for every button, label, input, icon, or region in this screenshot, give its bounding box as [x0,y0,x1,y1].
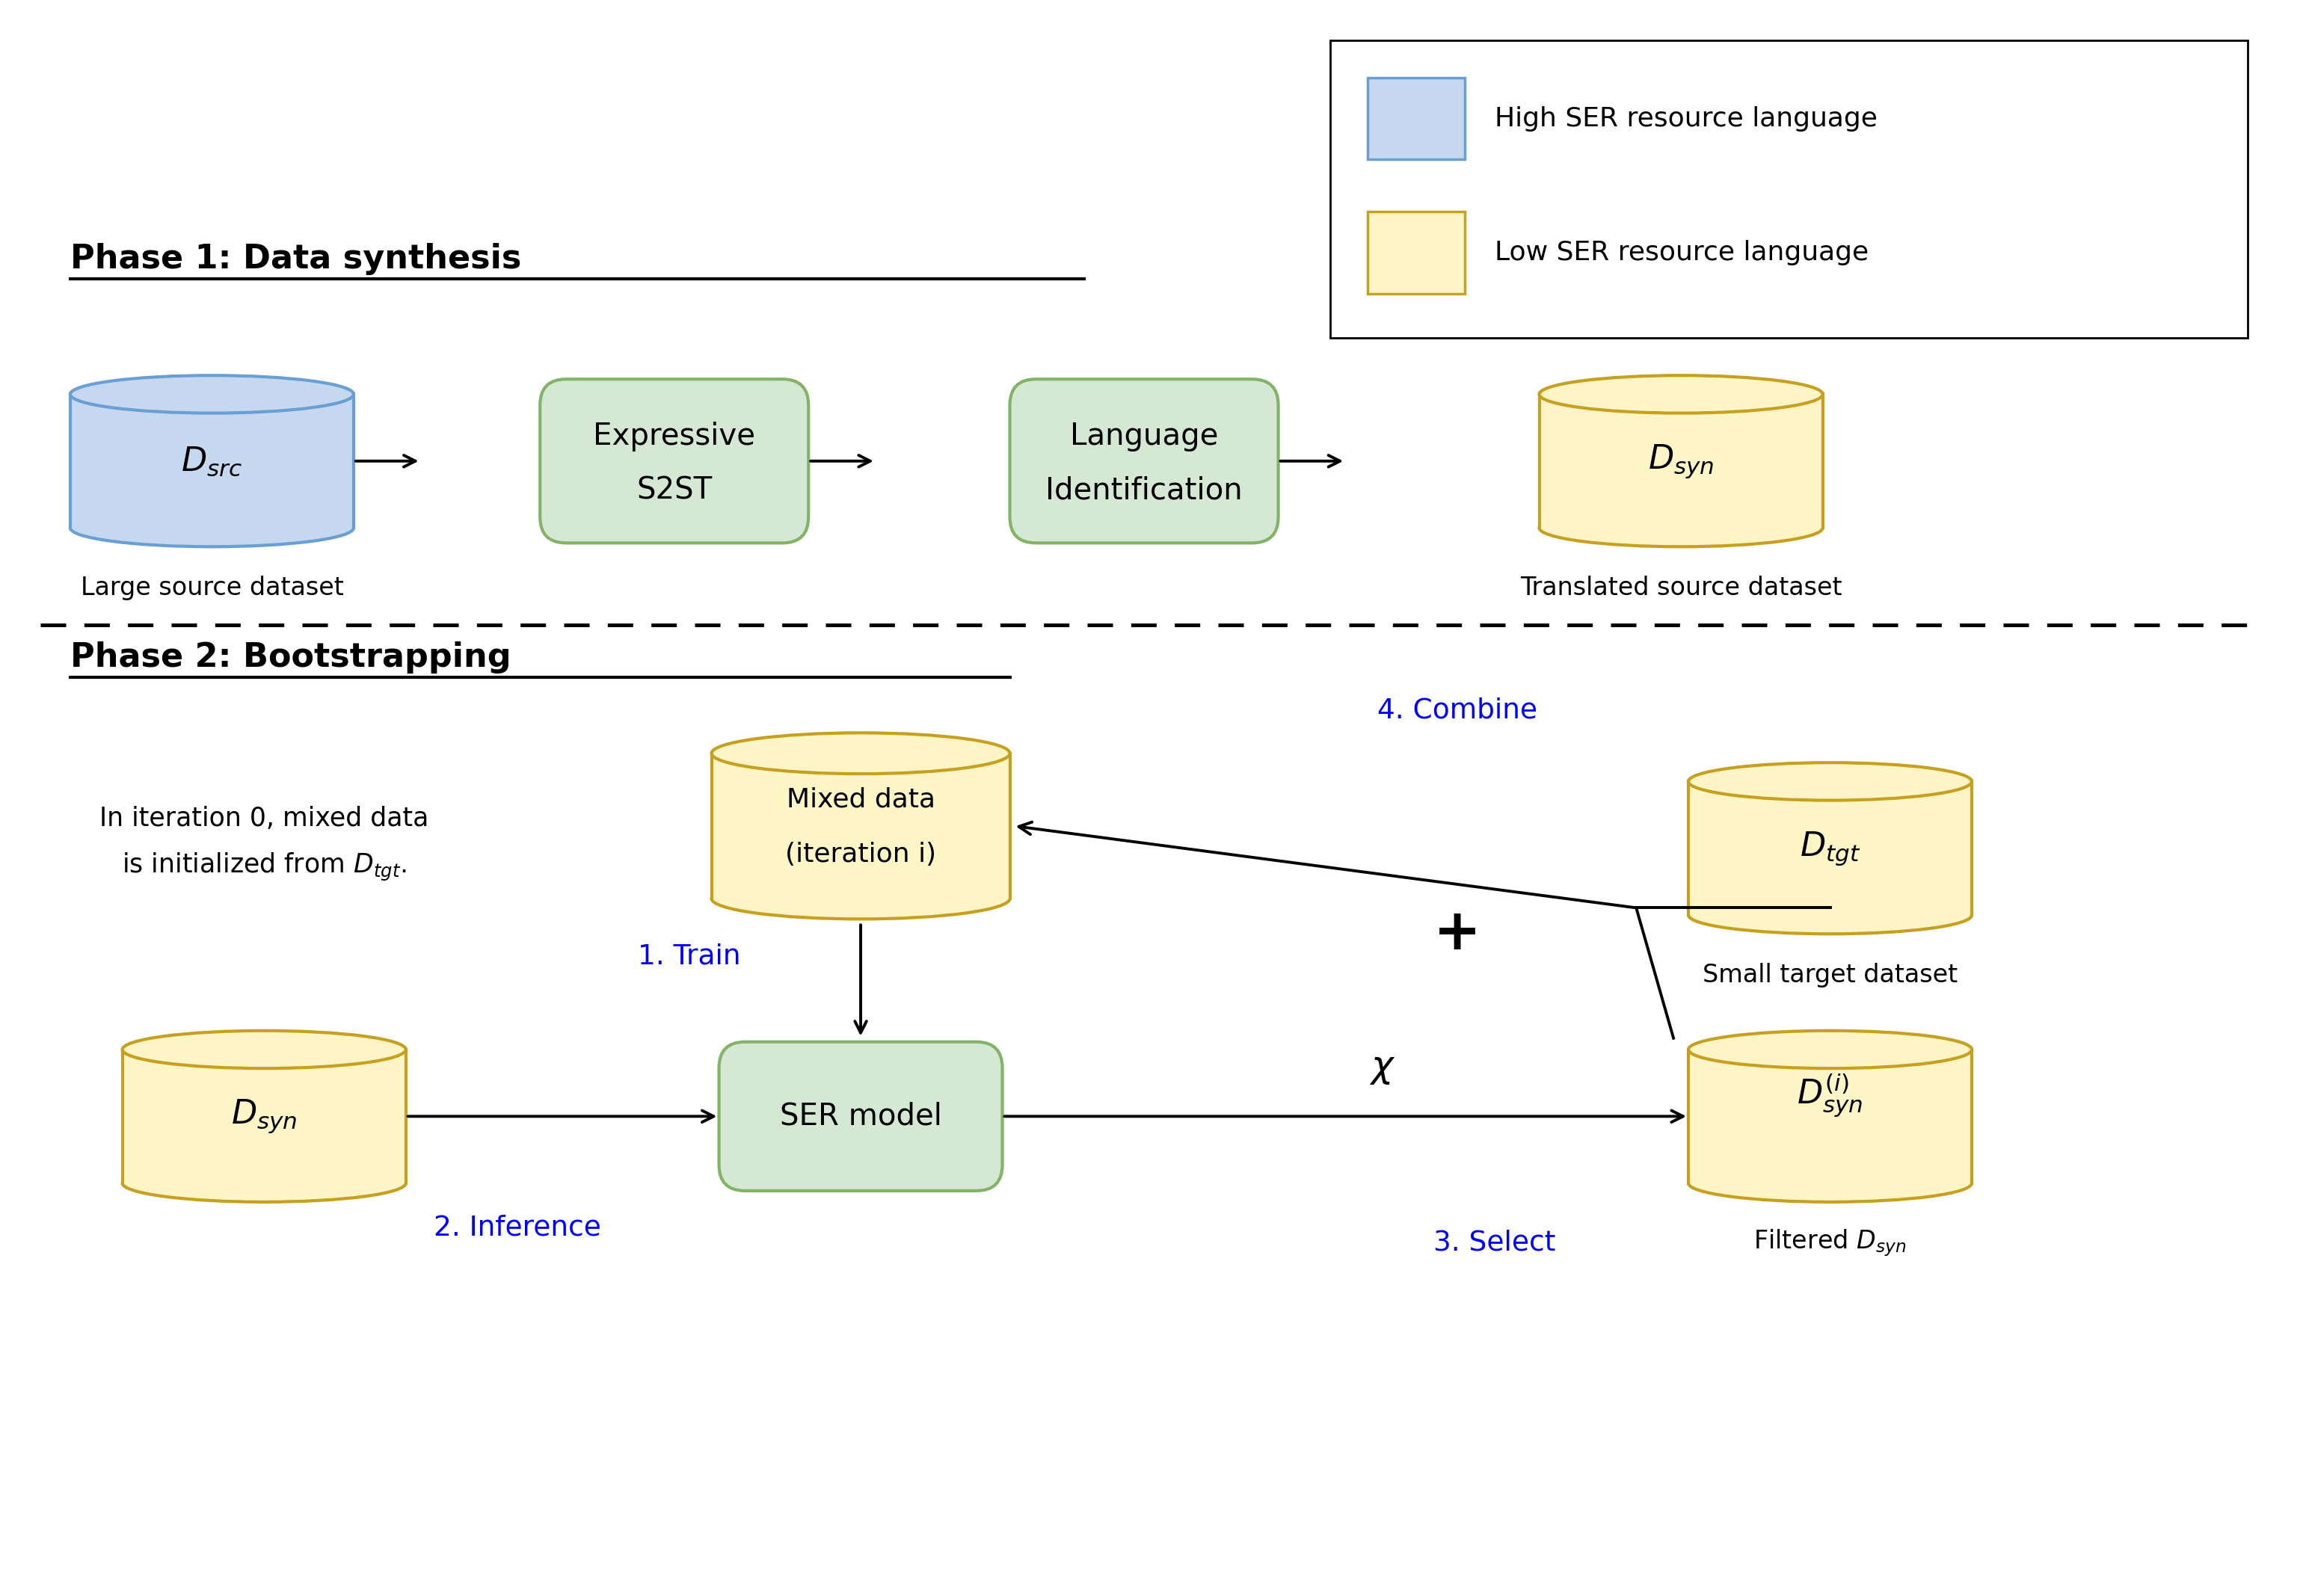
Text: 2. Inference: 2. Inference [433,1215,601,1242]
Text: 1. Train: 1. Train [638,943,742,970]
Text: $D_{tgt}$: $D_{tgt}$ [1799,830,1861,867]
Text: Low SER resource language: Low SER resource language [1495,239,1868,265]
Ellipse shape [1538,375,1822,413]
FancyBboxPatch shape [1331,40,2248,338]
Text: In iteration 0, mixed data: In iteration 0, mixed data [99,806,428,832]
Ellipse shape [69,375,355,413]
Ellipse shape [69,509,355,547]
Text: Identification: Identification [1046,476,1244,506]
Ellipse shape [1688,897,1971,934]
Text: +: + [1432,907,1481,961]
Text: is initialized from $D_{tgt}.$: is initialized from $D_{tgt}.$ [122,851,408,883]
Ellipse shape [1688,1163,1971,1202]
Text: Expressive: Expressive [594,421,755,452]
Ellipse shape [1688,1031,1971,1068]
Bar [1688,782,1971,915]
FancyBboxPatch shape [719,1042,1002,1191]
Ellipse shape [1538,509,1822,547]
Text: SER model: SER model [781,1101,942,1132]
Text: Phase 1: Data synthesis: Phase 1: Data synthesis [69,243,520,275]
Bar [1688,1050,1971,1183]
Bar [69,394,355,528]
Text: $\chi$: $\chi$ [1370,1050,1396,1085]
Ellipse shape [1688,763,1971,800]
Text: Language: Language [1071,421,1218,452]
Text: Filtered $D_{syn}$: Filtered $D_{syn}$ [1753,1227,1907,1258]
Bar [1538,394,1822,528]
Text: Phase 2: Bootstrapping: Phase 2: Bootstrapping [69,642,511,674]
Text: $D_{syn}^{(i)}$: $D_{syn}^{(i)}$ [1796,1073,1863,1119]
FancyBboxPatch shape [1368,212,1465,294]
Text: $D_{syn}$: $D_{syn}$ [230,1098,297,1135]
Ellipse shape [122,1031,405,1068]
Ellipse shape [712,733,1009,774]
Text: Translated source dataset: Translated source dataset [1520,575,1842,600]
Ellipse shape [712,878,1009,919]
Text: Mixed data: Mixed data [785,787,935,812]
Text: (iteration i): (iteration i) [785,841,937,867]
FancyBboxPatch shape [1009,380,1278,543]
Text: 3. Select: 3. Select [1432,1229,1555,1256]
FancyBboxPatch shape [1368,78,1465,160]
FancyBboxPatch shape [539,380,808,543]
Text: $D_{syn}$: $D_{syn}$ [1649,442,1713,480]
Bar [122,1050,405,1183]
Ellipse shape [122,1163,405,1202]
Text: Large source dataset: Large source dataset [81,575,343,600]
Bar [712,753,1009,899]
Text: 4. Combine: 4. Combine [1377,697,1536,725]
Text: $D_{src}$: $D_{src}$ [182,445,242,477]
Text: High SER resource language: High SER resource language [1495,105,1877,131]
Text: Small target dataset: Small target dataset [1702,962,1958,988]
Text: S2ST: S2ST [636,476,712,506]
